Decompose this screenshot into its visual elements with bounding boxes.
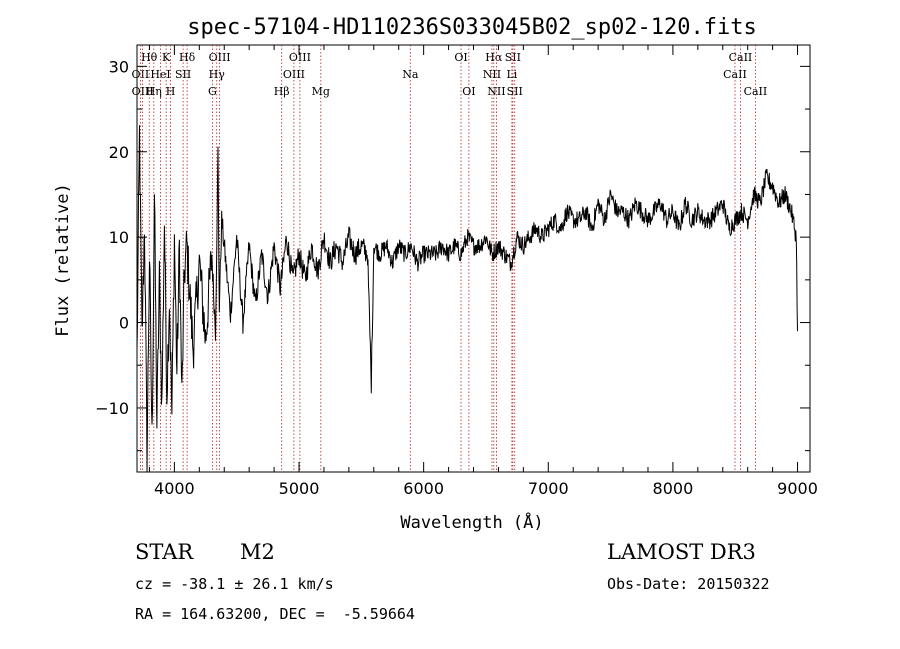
marker-label-15: Mg — [312, 85, 330, 98]
x-axis-label: Wavelength (Å) — [400, 511, 543, 533]
redshift-readout: cz = -38.1 ± 26.1 km/s — [135, 575, 334, 593]
object-type: STAR — [135, 540, 194, 564]
marker-label-5: Hη — [146, 85, 162, 98]
marker-label-18: OI — [462, 85, 475, 98]
plot-frame — [136, 44, 811, 473]
chart-title: spec-57104-HD110236S033045B02_sp02-120.f… — [187, 15, 757, 40]
x-tick-label-5000: 5000 — [279, 479, 320, 498]
marker-label-6: H — [166, 85, 176, 98]
marker-label-3: K — [162, 51, 171, 64]
x-tick-label-7000: 7000 — [528, 479, 569, 498]
x-tick-label-8000: 8000 — [653, 479, 694, 498]
marker-label-11: G — [208, 85, 217, 98]
y-tick-label--10: −10 — [95, 399, 129, 418]
marker-label-23: NII — [487, 85, 505, 98]
marker-label-19: Hα — [485, 51, 503, 64]
coordinates: RA = 164.63200, DEC = -5.59664 — [135, 605, 415, 623]
survey-name: LAMOST DR3 — [607, 540, 756, 564]
obs-date: Obs-Date: 20150322 — [607, 575, 770, 593]
marker-label-27: CaII — [744, 85, 768, 98]
y-axis-label: Flux (relative) — [53, 183, 73, 337]
marker-label-4: HeI — [150, 68, 170, 81]
y-tick-label-20: 20 — [109, 143, 129, 162]
flux-series — [136, 125, 798, 473]
emission-line-markers: Hθ OII OIII K HeI Hη H Hδ SII OIII Hγ G OIII OIII Hβ Mg… — [132, 45, 768, 472]
marker-label-20: SII — [505, 51, 521, 64]
y-tick-label-0: 0 — [119, 314, 129, 333]
marker-label-0: Hθ — [141, 51, 158, 64]
marker-label-9: OIII — [209, 51, 231, 64]
marker-label-7: Hδ — [179, 51, 196, 64]
axis-ticks: 4000 5000 6000 7000 8000 9000 −10 0 10 20 30 — [95, 45, 818, 498]
marker-label-24: SII — [507, 85, 523, 98]
marker-label-22: Li — [506, 68, 517, 81]
marker-label-10: Hγ — [209, 68, 226, 81]
marker-label-13: OIII — [283, 68, 305, 81]
marker-label-12: OIII — [289, 51, 311, 64]
y-tick-label-10: 10 — [109, 228, 129, 247]
flux-line — [136, 125, 798, 473]
marker-label-1: OII — [132, 68, 150, 81]
marker-label-8: SII — [175, 68, 191, 81]
y-tick-label-30: 30 — [109, 57, 129, 76]
x-tick-label-9000: 9000 — [777, 479, 818, 498]
marker-label-26: CaII — [723, 68, 747, 81]
object-subclass: M2 — [240, 540, 275, 564]
marker-label-25: CaII — [729, 51, 753, 64]
marker-label-21: NII — [483, 68, 501, 81]
marker-label-14: Hβ — [274, 85, 290, 98]
marker-label-2: OIII — [132, 85, 154, 98]
marker-label-17: OI — [454, 51, 467, 64]
x-tick-label-6000: 6000 — [403, 479, 444, 498]
x-tick-label-4000: 4000 — [154, 479, 195, 498]
marker-label-16: Na — [402, 68, 419, 81]
